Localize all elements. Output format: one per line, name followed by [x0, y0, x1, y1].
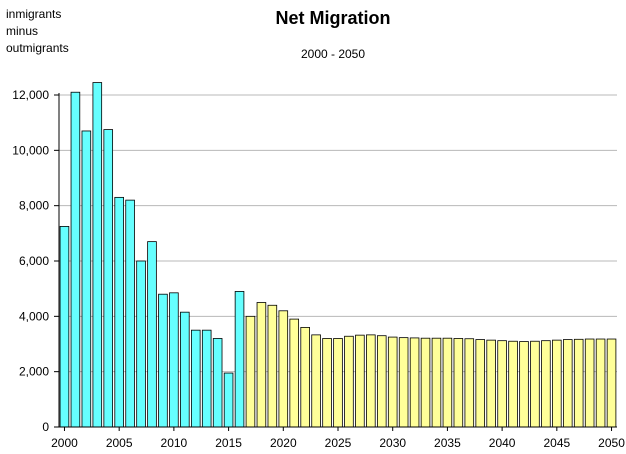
bar	[125, 199, 135, 428]
y-tick-labels: 0 2,000 4,000 6,000 8,000 10,000 12,000	[12, 88, 49, 434]
x-tick-label: 2005	[106, 436, 133, 450]
chart-subtitle: 2000 - 2050	[300, 47, 366, 61]
bar	[223, 372, 234, 428]
bar	[453, 338, 464, 428]
x-tick-label: 2040	[489, 436, 516, 450]
bar	[595, 338, 606, 428]
y-tick-label: 8,000	[19, 199, 49, 213]
bar	[541, 340, 551, 428]
bar	[409, 337, 420, 428]
bar	[344, 335, 354, 428]
x-tick-label: 2000	[51, 436, 78, 450]
bar	[147, 241, 157, 428]
bar	[256, 302, 267, 428]
bar	[59, 226, 70, 428]
bar	[420, 337, 431, 428]
bar	[519, 341, 529, 428]
x-tick-label: 2015	[215, 436, 242, 450]
bars	[59, 82, 617, 428]
bar	[562, 339, 573, 428]
bar	[508, 340, 518, 428]
bar	[169, 292, 179, 428]
y-tick-label: 6,000	[19, 254, 49, 268]
bar	[552, 339, 562, 428]
chart-title: Net Migration	[275, 8, 391, 28]
bar	[355, 334, 365, 428]
bar	[245, 315, 256, 428]
bar	[81, 130, 92, 428]
bar	[267, 304, 278, 428]
y-tick-label: 2,000	[19, 365, 49, 379]
bar	[180, 311, 190, 428]
bar	[158, 293, 168, 428]
bar	[234, 291, 245, 428]
x-tick-labels: 2000 2005 2010 2015 2020 2025 2030 2035 2040 2045…	[51, 436, 625, 450]
bar	[366, 334, 376, 428]
x-tick-label: 2030	[379, 436, 406, 450]
bar	[322, 338, 332, 428]
bar	[530, 340, 540, 428]
x-tick-label: 2010	[161, 436, 188, 450]
y-axis-label-line-2: minus	[6, 24, 39, 38]
bar	[606, 338, 617, 428]
bar	[300, 326, 310, 428]
bar	[136, 260, 146, 428]
y-tick-label: 12,000	[12, 88, 49, 102]
bar	[278, 310, 289, 428]
bar	[103, 129, 114, 428]
bar	[289, 318, 300, 428]
bar	[442, 337, 453, 428]
bar	[475, 339, 486, 428]
bar	[212, 338, 223, 428]
axes	[58, 93, 617, 431]
x-tick-label: 2020	[270, 436, 297, 450]
y-tick-label: 10,000	[12, 143, 49, 157]
x-tick-label: 2050	[598, 436, 625, 450]
bar	[333, 338, 343, 428]
bar	[398, 337, 409, 428]
y-tick-label: 0	[42, 420, 49, 434]
bar	[486, 339, 496, 428]
bar	[376, 335, 387, 428]
bar	[92, 82, 103, 428]
bar	[201, 329, 212, 428]
bar	[431, 337, 442, 428]
x-tick-label: 2035	[434, 436, 461, 450]
bar	[584, 338, 595, 428]
y-axis-label-line-1: inmigrants	[6, 7, 62, 21]
y-axis-label: inmigrants minus outmigrants	[6, 6, 69, 57]
y-tick-label: 4,000	[19, 309, 49, 323]
bar	[114, 196, 124, 428]
x-tick-label: 2025	[325, 436, 352, 450]
bar	[311, 334, 321, 428]
y-axis-label-line-3: outmigrants	[6, 41, 69, 55]
bar	[464, 338, 475, 428]
bar	[190, 329, 201, 428]
bar	[387, 336, 398, 428]
bar	[497, 340, 507, 428]
x-tick-label: 2045	[543, 436, 570, 450]
bar	[573, 338, 584, 428]
bar	[70, 91, 81, 428]
